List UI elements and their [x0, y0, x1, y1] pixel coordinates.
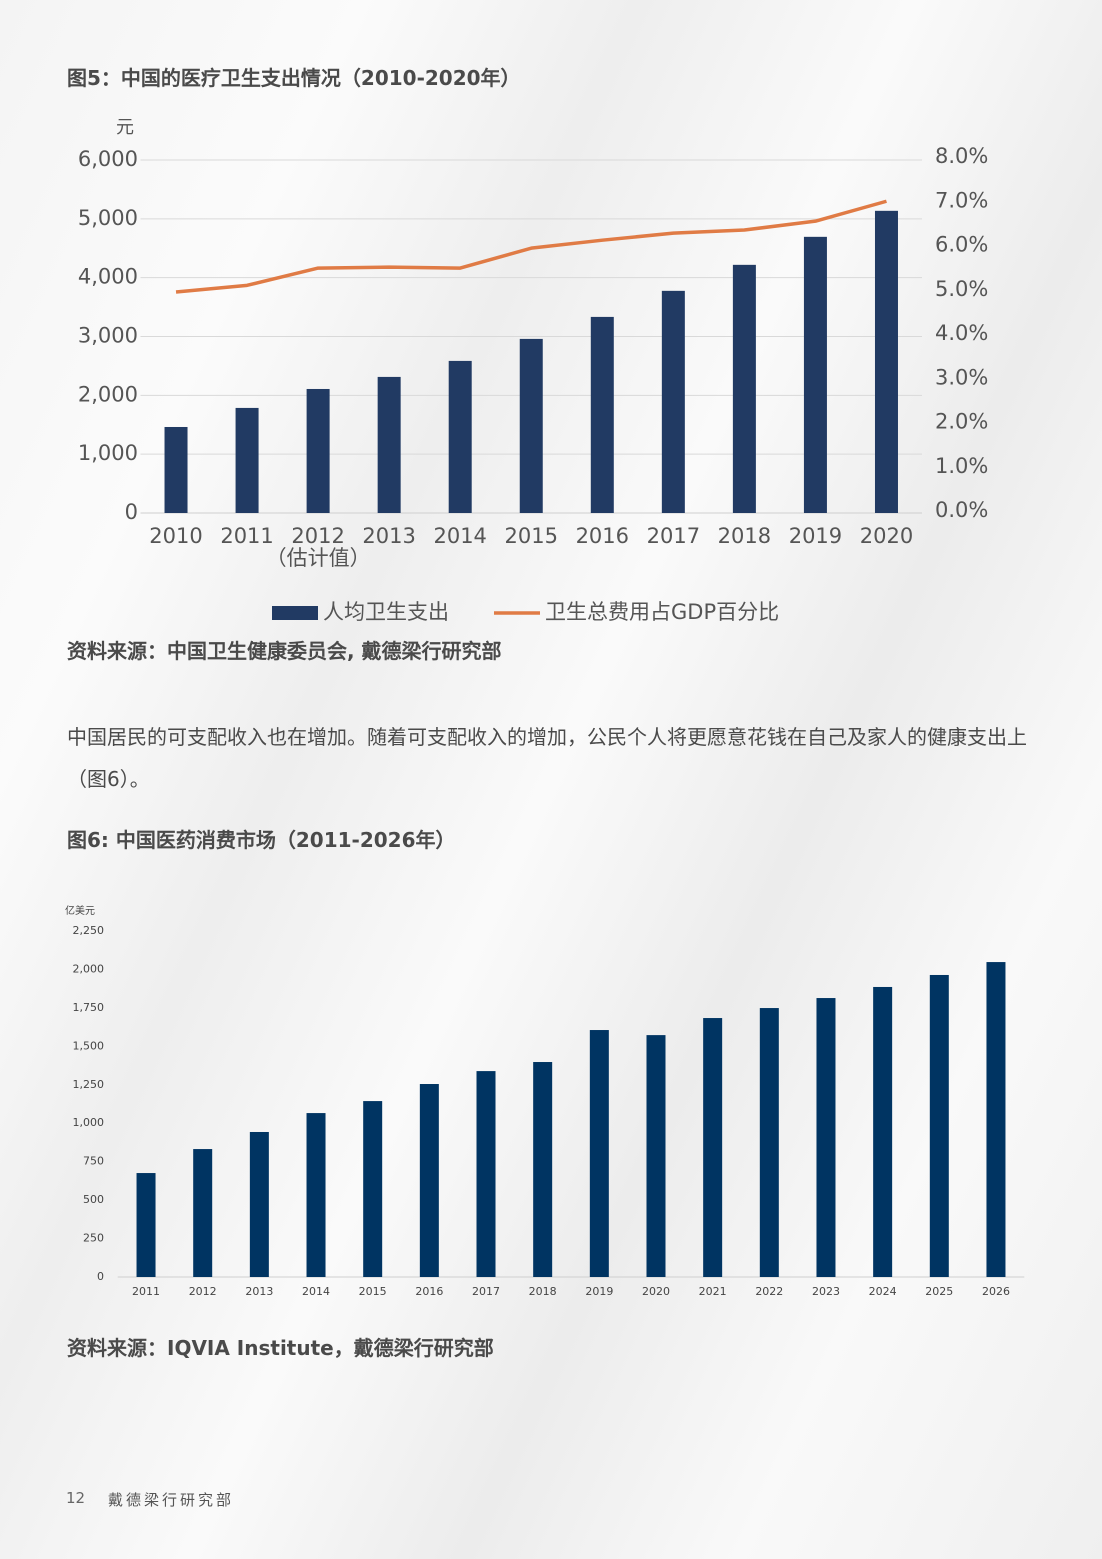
x-tick-label: 2022	[755, 1285, 783, 1298]
bar	[419, 1084, 439, 1277]
x-tick-label: 2014	[433, 524, 486, 548]
x-tick-label: 2013	[245, 1285, 273, 1298]
y2-tick-label: 5.0%	[935, 277, 988, 301]
bar	[646, 1035, 666, 1277]
bar	[249, 1131, 269, 1277]
y2-tick-label: 0.0%	[935, 498, 988, 522]
x-tick-label: 2010	[149, 524, 202, 548]
x-tick-label: 2014	[302, 1285, 330, 1298]
bar	[874, 210, 898, 513]
paragraph: 中国居民的可支配收入也在增加。随着可支配收入的增加，公民个人将更愿意花钱在自己及…	[67, 725, 1027, 791]
bar	[986, 962, 1006, 1277]
bar	[873, 986, 893, 1277]
y-tick-label: 1,500	[73, 1039, 105, 1052]
bar	[136, 1173, 156, 1277]
figure-title: 图5：中国的医疗卫生支出情况（2010-2020年）	[67, 66, 521, 90]
x-tick-label: 2012	[291, 524, 344, 548]
legend-swatch	[272, 606, 318, 620]
bar	[732, 264, 756, 513]
bar	[377, 376, 401, 513]
y-tick-label: 500	[83, 1193, 104, 1206]
y-tick-label: 6,000	[78, 147, 138, 171]
figure-title: 图6: 中国医药消费市场（2011-2026年）	[67, 828, 456, 852]
y-tick-label: 1,750	[73, 1001, 105, 1014]
y-tick-label: 5,000	[78, 206, 138, 230]
x-tick-label: 2020	[860, 524, 913, 548]
x-tick-label: 2023	[812, 1285, 840, 1298]
y-tick-label: 0	[125, 500, 138, 524]
x-tick-label: 2018	[718, 524, 771, 548]
y2-tick-label: 4.0%	[935, 321, 988, 345]
y-axis-unit: 亿美元	[65, 904, 95, 917]
y2-tick-label: 3.0%	[935, 365, 988, 389]
bar	[306, 388, 330, 513]
x-tick-label: 2013	[362, 524, 415, 548]
bar	[306, 1113, 326, 1277]
x-tick-label: 2011	[220, 524, 273, 548]
legend-label: 卫生总费用占GDP百分比	[545, 600, 779, 624]
bar	[589, 1030, 609, 1277]
y2-tick-label: 1.0%	[935, 454, 988, 478]
y2-tick-label: 6.0%	[935, 233, 988, 257]
x-note: （估计值）	[266, 546, 371, 570]
bar	[193, 1149, 213, 1277]
y2-tick-label: 2.0%	[935, 410, 988, 434]
bar	[363, 1101, 383, 1277]
y-tick-label: 2,250	[73, 924, 105, 937]
x-tick-label: 2015	[505, 524, 558, 548]
bar	[235, 407, 259, 513]
x-tick-label: 2016	[576, 524, 629, 548]
x-tick-label: 2015	[359, 1285, 387, 1298]
bar	[703, 1018, 723, 1277]
x-tick-label: 2018	[529, 1285, 557, 1298]
bar	[661, 290, 685, 513]
y-tick-label: 2,000	[78, 382, 138, 406]
page-number: 12	[66, 1489, 86, 1507]
y-tick-label: 2,000	[73, 962, 105, 975]
y2-tick-label: 8.0%	[935, 144, 988, 168]
x-tick-label: 2012	[189, 1285, 217, 1298]
y-tick-label: 1,000	[78, 441, 138, 465]
y-tick-label: 3,000	[78, 324, 138, 348]
bar	[590, 316, 614, 513]
bar	[164, 426, 188, 513]
y-tick-label: 1,250	[73, 1078, 105, 1091]
y-tick-label: 750	[83, 1155, 104, 1168]
y-tick-label: 0	[97, 1270, 104, 1283]
source-note: 资料来源：中国卫生健康委员会, 戴德梁行研究部	[67, 639, 502, 663]
x-tick-label: 2019	[585, 1285, 613, 1298]
bar	[759, 1008, 779, 1277]
source-note: 资料来源：IQVIA Institute，戴德梁行研究部	[67, 1336, 494, 1360]
bar	[533, 1062, 553, 1277]
bar	[476, 1071, 496, 1277]
x-tick-label: 2011	[132, 1285, 160, 1298]
line	[175, 199, 887, 294]
x-tick-label: 2017	[647, 524, 700, 548]
x-tick-label: 2024	[869, 1285, 897, 1298]
bar	[448, 360, 472, 513]
y-tick-label: 1,000	[73, 1116, 105, 1129]
bar	[816, 998, 836, 1277]
y-tick-label: 250	[83, 1232, 104, 1245]
x-tick-label: 2020	[642, 1285, 670, 1298]
x-tick-label: 2025	[925, 1285, 953, 1298]
x-tick-label: 2019	[789, 524, 842, 548]
footer-org: 戴德梁行研究部	[108, 1491, 235, 1509]
bar	[929, 974, 949, 1277]
x-tick-label: 2016	[415, 1285, 443, 1298]
bar	[803, 236, 827, 513]
y-axis-unit: 元	[116, 117, 134, 138]
y-tick-label: 4,000	[78, 265, 138, 289]
x-tick-label: 2021	[699, 1285, 727, 1298]
x-tick-label: 2017	[472, 1285, 500, 1298]
legend-label: 人均卫生支出	[323, 600, 449, 624]
y2-tick-label: 7.0%	[935, 188, 988, 212]
x-tick-label: 2026	[982, 1285, 1010, 1298]
bar	[519, 338, 543, 513]
